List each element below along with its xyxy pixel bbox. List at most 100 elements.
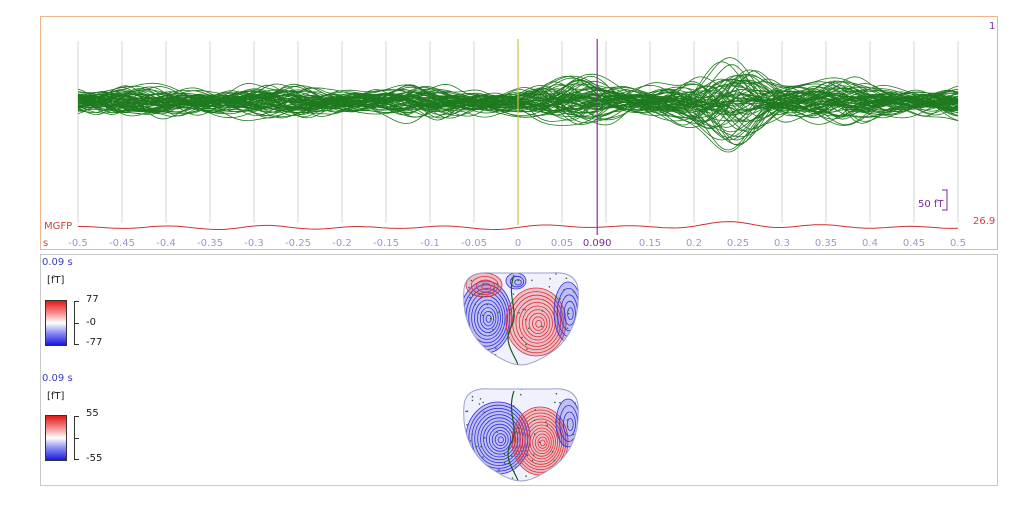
time-tick-label: -0.05 [461, 238, 487, 249]
topomap-contour [563, 411, 576, 437]
sensor-dot [498, 311, 500, 313]
sensor-dot [572, 433, 575, 436]
sensor-dot [521, 336, 523, 339]
time-tick-label: -0.5 [68, 238, 88, 249]
sensor-dot [566, 327, 569, 329]
sensor-dot [498, 469, 500, 471]
sensor-dot [534, 409, 537, 411]
topomap-contour [483, 420, 516, 458]
sensor-dot [524, 308, 527, 311]
sensor-dot [475, 342, 478, 344]
topomap-contour [567, 307, 574, 320]
time-tick-label: 0.35 [815, 238, 837, 249]
time-tick-label: 0 [515, 238, 521, 249]
sensor-dot [484, 437, 486, 439]
topomap-contour [476, 279, 495, 293]
time-tick-label: -0.4 [156, 238, 176, 249]
sensor-dot [520, 393, 522, 396]
sensor-dot [515, 466, 517, 468]
topomap-contour [494, 433, 507, 447]
topomap-1-unit: [fT] [47, 275, 65, 286]
sensor-dot [468, 329, 470, 331]
topomap-outline [463, 272, 579, 366]
sensor-dot [474, 303, 477, 305]
sensor-dot [479, 293, 481, 295]
sensor-dot [571, 456, 573, 458]
time-axis-ticks: -0.5 -0.45 -0.4 -0.35 -0.3 -0.25 -0.2 -0.15 -0.1… [68, 238, 966, 249]
topomap-contour [477, 414, 521, 464]
sensor-dot [496, 431, 498, 433]
sensor-dot [476, 472, 478, 475]
sensor-dot [525, 343, 527, 346]
sensor-dot [466, 327, 468, 329]
mgfp-value: 26.9 [973, 216, 995, 227]
sensor-dot [479, 398, 482, 400]
time-tick-label: 0.3 [774, 238, 790, 249]
amplitude-scale-label: 50 fT [918, 199, 944, 210]
sensor-dot [559, 401, 561, 404]
sensor-dot [465, 437, 467, 440]
sensor-dot [471, 294, 474, 296]
sensor-dot [482, 456, 484, 458]
sensor-dot [471, 395, 474, 398]
topomap-1-max: 77 [86, 294, 99, 305]
channel-count-label: 1 [989, 21, 995, 32]
sensor-dot [469, 440, 472, 442]
topomap-contour [468, 291, 506, 344]
topomap-2-colorbar [45, 415, 67, 461]
sensor-dot [525, 475, 527, 477]
topomap-contour [529, 427, 554, 457]
sensor-dot [468, 455, 471, 458]
sensor-dot [482, 401, 484, 404]
sensor-dot [465, 410, 467, 413]
sensor-dot [503, 462, 506, 464]
topomap-2-max: 55 [86, 408, 99, 419]
sensor-dot [517, 279, 520, 281]
sensor-dot [565, 277, 568, 280]
mgfp-trace [78, 221, 959, 230]
sensor-dot [471, 399, 474, 402]
sensor-dot [482, 470, 485, 472]
topography-panel: 0.09 s [fT] 77 -0 -77 0.09 s [fT] 55 -55 [40, 254, 998, 486]
sensor-dot [481, 295, 483, 298]
sensor-dot [569, 354, 572, 357]
sensor-dot [522, 308, 524, 311]
topomap-1-mid: -0 [86, 317, 96, 328]
sensor-dot [518, 312, 520, 314]
sensor-dot [481, 347, 483, 350]
topomap-2-time: 0.09 s [42, 373, 73, 384]
waveform-plot[interactable]: -0.5 -0.45 -0.4 -0.35 -0.3 -0.25 -0.2 -0.15 -0.1… [41, 17, 999, 251]
sensor-dot [551, 451, 554, 453]
topomap-1[interactable] [456, 267, 586, 367]
time-axis-unit: s [43, 238, 48, 249]
sensor-dot [524, 319, 527, 321]
sensor-dot [567, 309, 569, 312]
sensor-dot [476, 340, 478, 343]
time-tick-label: 0.25 [727, 238, 749, 249]
sensor-dot [546, 424, 549, 426]
sensor-dot [507, 462, 510, 465]
sensor-dot [480, 445, 482, 448]
topomap-contour [540, 439, 546, 447]
sensor-dot [476, 445, 478, 448]
topomap-2[interactable] [456, 383, 586, 483]
topomap-contour [535, 319, 543, 328]
sensor-dot [496, 283, 498, 285]
sensor-dot [484, 357, 486, 360]
time-tick-label: 0.45 [903, 238, 925, 249]
cursor-time-bg [581, 236, 614, 248]
sensor-dot [567, 456, 569, 459]
sensor-dot [563, 289, 565, 291]
cursor-time-label[interactable]: 0.090 [583, 238, 612, 249]
topomap-2-mid-tick [74, 438, 79, 439]
topomap-contour [488, 426, 512, 452]
sensor-dot [513, 471, 515, 473]
sensor-dot [554, 401, 556, 404]
topomap-contour [566, 418, 574, 431]
sensor-dot [549, 354, 552, 357]
waveform-panel[interactable]: -0.5 -0.45 -0.4 -0.35 -0.3 -0.25 -0.2 -0.15 -0.1… [40, 16, 998, 250]
sensor-dot [466, 343, 469, 345]
sensor-dot [573, 291, 575, 293]
sensor-dot [512, 405, 515, 407]
time-tick-label: -0.15 [373, 238, 399, 249]
